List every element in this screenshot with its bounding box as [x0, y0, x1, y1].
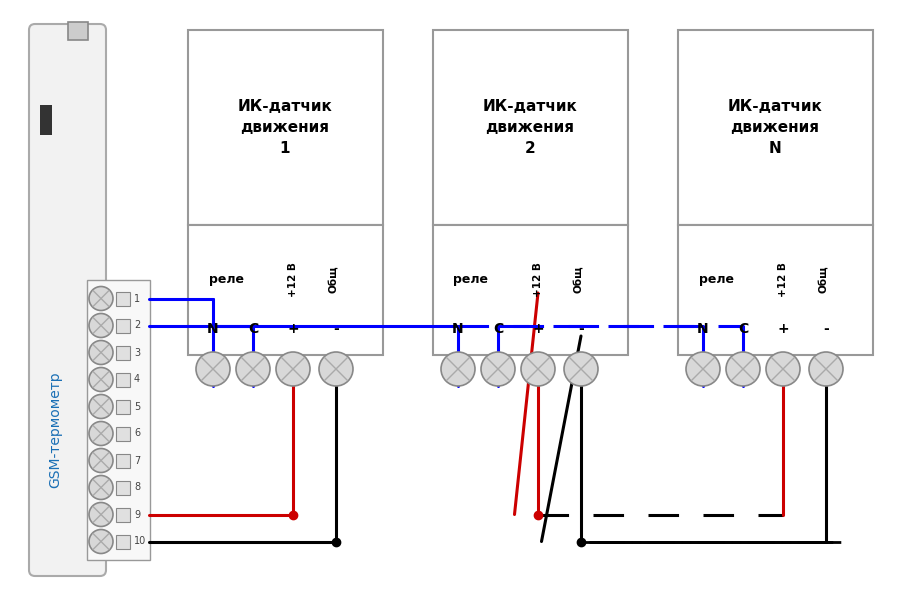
Circle shape [89, 421, 113, 446]
Bar [188, 225, 383, 355]
Text: реле: реле [453, 273, 488, 286]
Circle shape [89, 313, 113, 337]
Circle shape [89, 340, 113, 365]
Text: реле: реле [698, 273, 734, 286]
Bar [116, 427, 130, 440]
Circle shape [276, 352, 310, 386]
Circle shape [481, 352, 515, 386]
Text: N: N [697, 322, 709, 336]
Text: +: + [532, 322, 544, 336]
Circle shape [686, 352, 720, 386]
Bar [433, 225, 628, 355]
Bar [116, 534, 130, 548]
Text: 3: 3 [134, 348, 140, 358]
Bar [678, 30, 873, 225]
Text: C: C [493, 322, 503, 336]
Text: 9: 9 [134, 509, 140, 519]
Text: +12 В: +12 В [533, 262, 543, 297]
Bar [116, 480, 130, 495]
Bar [188, 30, 383, 225]
Text: 7: 7 [134, 456, 140, 466]
Bar [116, 291, 130, 306]
Circle shape [89, 368, 113, 391]
Circle shape [809, 352, 843, 386]
Text: 4: 4 [134, 375, 140, 385]
Bar [87, 280, 150, 560]
Circle shape [564, 352, 598, 386]
Circle shape [766, 352, 800, 386]
Circle shape [89, 476, 113, 499]
Circle shape [89, 449, 113, 472]
Text: -: - [333, 322, 339, 336]
Text: N: N [207, 322, 218, 336]
Bar [116, 453, 130, 467]
Circle shape [89, 530, 113, 554]
Circle shape [726, 352, 760, 386]
Text: +12 В: +12 В [778, 262, 788, 297]
Text: 8: 8 [134, 482, 140, 492]
Text: Общ: Общ [573, 266, 583, 293]
Text: N: N [452, 322, 463, 336]
Circle shape [236, 352, 270, 386]
Text: 2: 2 [134, 320, 140, 330]
Text: GSM-термометр: GSM-термометр [48, 372, 62, 488]
FancyBboxPatch shape [29, 24, 106, 576]
Text: +12 В: +12 В [288, 262, 298, 297]
Text: 5: 5 [134, 401, 140, 411]
Bar [433, 30, 628, 225]
Text: ИК-датчик
движения
2: ИК-датчик движения 2 [483, 99, 578, 156]
Text: реле: реле [208, 273, 243, 286]
Text: C: C [738, 322, 749, 336]
Text: -: - [824, 322, 829, 336]
Text: 10: 10 [134, 537, 146, 547]
Text: ИК-датчик
движения
1: ИК-датчик движения 1 [238, 99, 333, 156]
Text: 1: 1 [134, 294, 140, 304]
Bar [40, 105, 52, 135]
Bar [68, 22, 88, 40]
Bar [116, 346, 130, 359]
Bar [116, 508, 130, 521]
Text: ИК-датчик
движения
N: ИК-датчик движения N [728, 99, 823, 156]
Circle shape [196, 352, 230, 386]
Text: +: + [777, 322, 789, 336]
Circle shape [89, 395, 113, 418]
Text: Общ: Общ [328, 266, 338, 293]
Bar [116, 400, 130, 414]
Bar [116, 372, 130, 387]
Circle shape [89, 502, 113, 527]
Text: 6: 6 [134, 428, 140, 439]
Circle shape [89, 287, 113, 310]
Bar [116, 319, 130, 333]
Text: +: + [287, 322, 299, 336]
Circle shape [441, 352, 475, 386]
Bar [678, 225, 873, 355]
Text: C: C [248, 322, 258, 336]
Text: -: - [579, 322, 584, 336]
Circle shape [521, 352, 555, 386]
Text: Общ: Общ [818, 266, 828, 293]
Circle shape [319, 352, 353, 386]
